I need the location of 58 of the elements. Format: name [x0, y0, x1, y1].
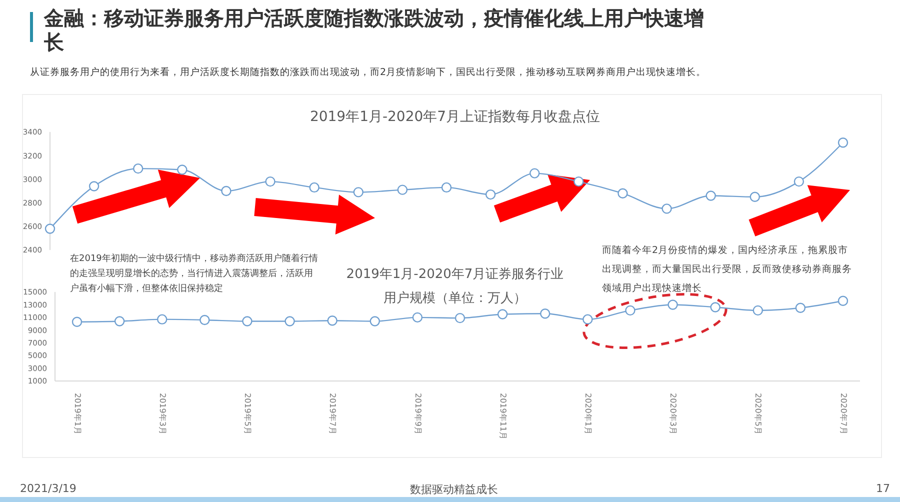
- x-tick-label: 2019年3月: [158, 393, 167, 434]
- point: [662, 204, 672, 214]
- chart-title: 2019年1月-2020年7月上证指数每月收盘点位: [308, 108, 602, 126]
- point: [284, 316, 295, 326]
- text: 17: [876, 482, 890, 495]
- point: [397, 184, 408, 195]
- point: [88, 181, 100, 192]
- point: [838, 296, 848, 306]
- text: 2021/3/19: [20, 482, 76, 495]
- point: [618, 188, 628, 198]
- point: [540, 308, 550, 319]
- point: [353, 187, 364, 198]
- point: [710, 302, 720, 312]
- annotation: 在2019年初期的一波中级行情中，移动券商活跃用户随着行情的走强呈现明显增长的态势，当行情进入震荡调整后，活跃用户虽有小幅下滑，但整体依旧保持稳定: [70, 252, 319, 296]
- point: [114, 316, 125, 326]
- point: [44, 224, 56, 234]
- point: [497, 309, 508, 320]
- point: [309, 182, 320, 193]
- point: [72, 316, 82, 327]
- point: [370, 316, 380, 326]
- point: [838, 138, 848, 148]
- point: [412, 312, 423, 323]
- point: [454, 312, 466, 324]
- point: [794, 176, 804, 187]
- point: [668, 300, 678, 310]
- x-tick-label: 2020年3月: [668, 393, 678, 434]
- annotation: 而随着今年2月份疫情的爆发，国内经济承压，拖累股市出现调整，而大量国民出行受限，反而致使移动券商服务领域用户出现快速增长: [602, 244, 853, 296]
- point: [200, 314, 210, 326]
- point: [752, 305, 763, 316]
- x-tick-label: 2019年5月: [243, 393, 252, 434]
- x-tick-label: 2020年1月: [583, 393, 592, 434]
- point: [221, 186, 232, 196]
- point: [530, 168, 540, 178]
- x-tick-label: 2019年9月: [413, 393, 422, 434]
- point: [133, 163, 144, 174]
- point: [625, 305, 636, 316]
- x-tick-label: 2019年1月: [72, 393, 82, 434]
- point: [265, 176, 276, 187]
- chart-subtitle: 用户规模（单位：万人）: [384, 291, 526, 306]
- x-tick-label: 2019年11月: [498, 393, 508, 440]
- point: [582, 314, 593, 324]
- point: [706, 190, 716, 201]
- point: [242, 316, 252, 326]
- x-tick-label: 2020年7月: [838, 393, 848, 434]
- point: [157, 314, 168, 324]
- text: 数据驱动精益成长: [410, 482, 498, 497]
- chart-title: 2019年1月-2020年7月证券服务行业: [346, 267, 564, 282]
- text: 从证券服务用户的使用行为来看，用户活跃度长期随指数的涨跌而出现波动，而2月疫情影响下，国民出行受限，推动移动互联网券商用户出现快速增长。: [30, 66, 708, 79]
- x-tick-label: 2019年7月: [328, 393, 338, 434]
- point: [485, 189, 496, 200]
- text: 金融：移动证券服务用户活跃度随指数涨跌波动，疫情催化线上用户快速增长: [44, 6, 705, 54]
- point: [750, 192, 760, 202]
- point: [327, 316, 338, 326]
- point: [177, 164, 188, 175]
- point: [441, 182, 452, 193]
- x-tick-label: 2020年5月: [754, 393, 763, 434]
- point: [795, 302, 806, 313]
- point: [574, 176, 584, 187]
